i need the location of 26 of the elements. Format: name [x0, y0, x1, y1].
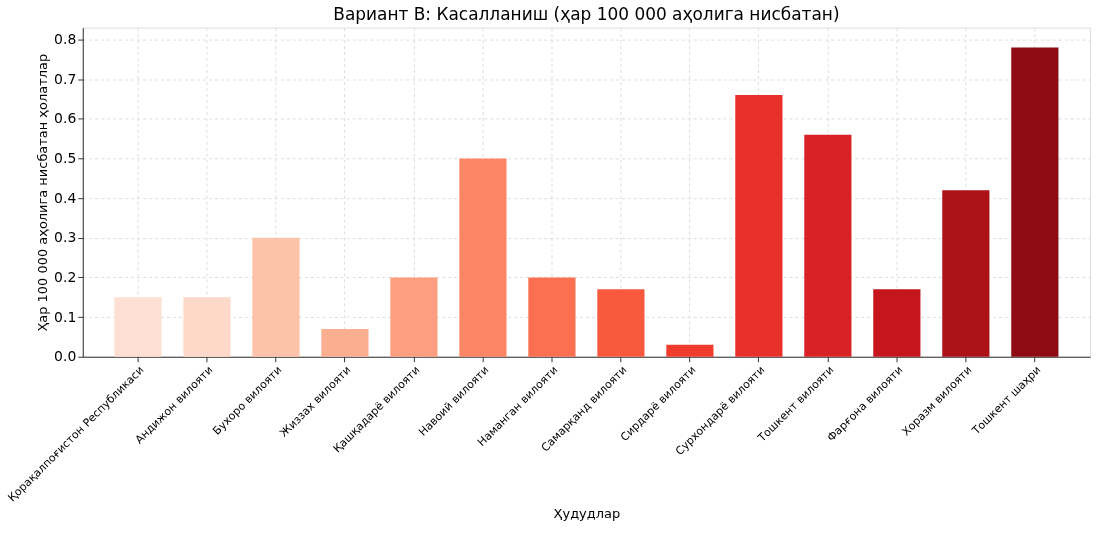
bar: [873, 289, 921, 357]
bar: [321, 328, 369, 357]
bar: [183, 297, 231, 357]
x-axis-title: Ҳудудлар: [553, 505, 621, 521]
y-tick-label: 0.7: [54, 70, 77, 87]
y-tick-label: 0.6: [54, 110, 77, 127]
bar: [390, 277, 438, 357]
y-tick-label: 0.5: [54, 149, 77, 166]
y-tick-label: 0.3: [54, 229, 77, 246]
y-tick-label: 0.4: [54, 189, 77, 206]
y-axis-title: Ҳар 100 000 аҳолига нисбатан ҳолатлар: [35, 53, 51, 332]
y-tick-label: 0.8: [54, 31, 77, 48]
bar: [804, 134, 852, 357]
chart-title: Вариант B: Касалланиш (ҳар 100 000 аҳолига нисбатан): [333, 3, 840, 24]
bar: [459, 158, 507, 357]
bar: [735, 95, 783, 357]
y-tick-label: 0.2: [54, 268, 77, 285]
bar: [942, 190, 990, 357]
bar: [114, 297, 162, 357]
bar: [597, 289, 645, 357]
bar: [528, 277, 576, 357]
bar: [252, 237, 300, 357]
bar: [666, 344, 714, 357]
y-tick-label: 0.0: [54, 348, 77, 365]
bar: [1011, 47, 1059, 357]
y-tick-label: 0.1: [54, 308, 77, 325]
